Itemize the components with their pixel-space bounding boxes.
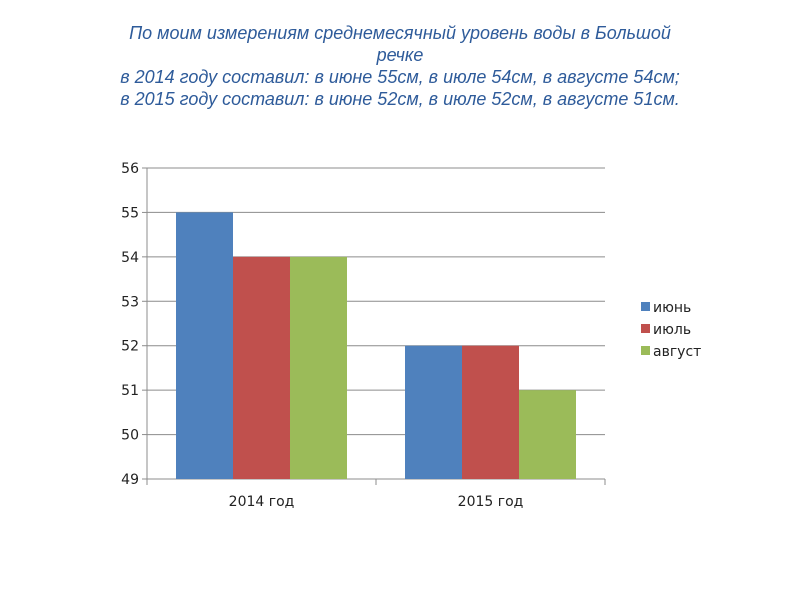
legend-swatch: [641, 302, 650, 311]
y-tick-label: 50: [121, 428, 139, 444]
legend-label: август: [653, 344, 701, 360]
y-tick-label: 49: [121, 472, 139, 488]
title-line: в 2015 году составил: в июне 52см, в июл…: [120, 89, 680, 109]
title-line: По моим измерениям среднемесячный уровен…: [129, 23, 671, 43]
title-line: в 2014 году составил: в июне 55см, в июл…: [120, 67, 680, 87]
legend-label: июнь: [653, 300, 691, 316]
legend-swatch: [641, 324, 650, 333]
x-tick-label: 2014 год: [229, 494, 295, 510]
y-tick-label: 51: [121, 383, 139, 399]
y-tick-label: 53: [121, 294, 139, 310]
bar-июль-1: [462, 345, 519, 479]
bar-июнь-1: [405, 345, 462, 479]
y-tick-label: 52: [121, 339, 139, 355]
x-tick-label: 2015 год: [458, 494, 524, 510]
bar-август-1: [519, 390, 576, 479]
title-line: речке: [376, 45, 424, 65]
y-tick-label: 56: [121, 161, 139, 177]
legend-label: июль: [653, 322, 691, 338]
y-tick-label: 55: [121, 205, 139, 221]
bar-июль-0: [233, 256, 290, 479]
chart-title: По моим измерениям среднемесячный уровен…: [20, 22, 780, 110]
legend-swatch: [641, 346, 650, 355]
bar-август-0: [290, 256, 347, 479]
bar-июнь-0: [176, 212, 233, 479]
y-tick-label: 54: [121, 250, 139, 266]
